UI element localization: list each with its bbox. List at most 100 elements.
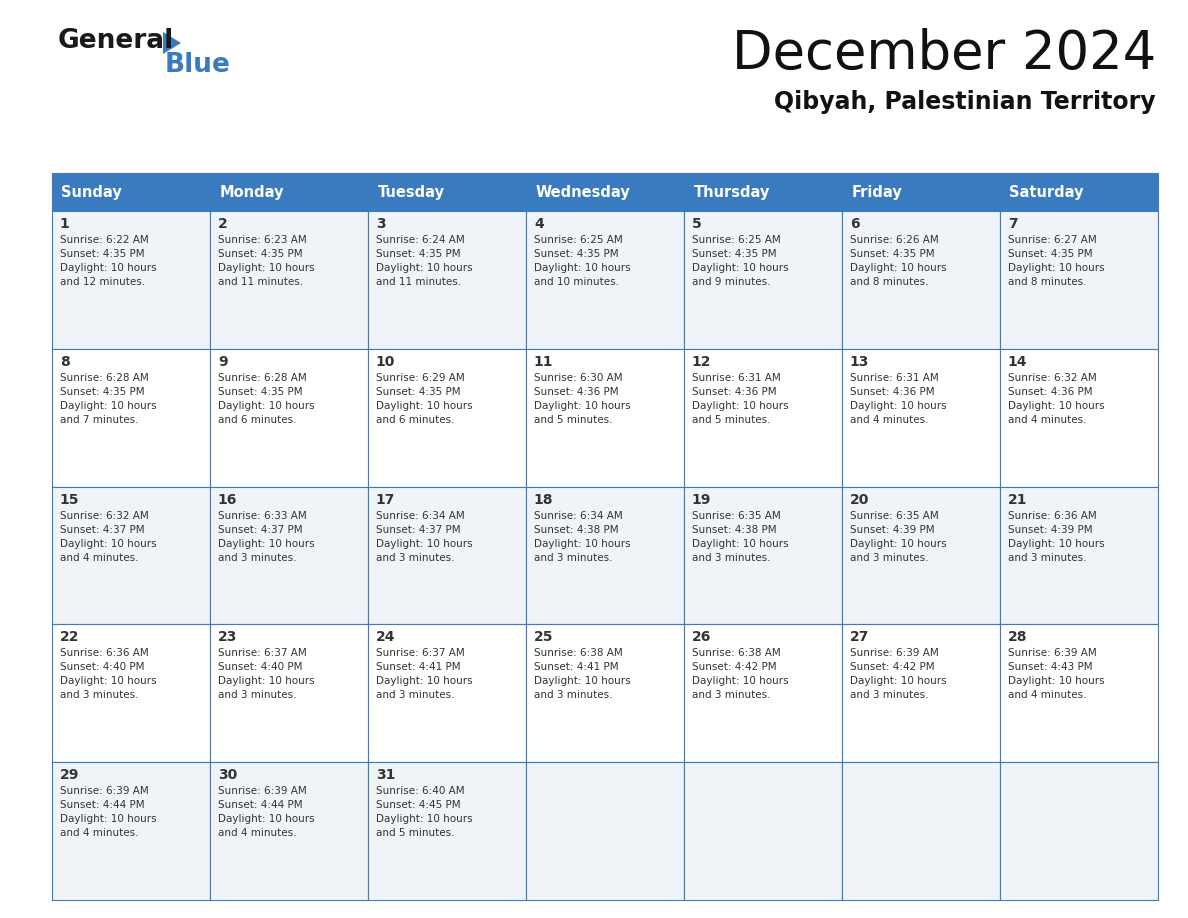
Text: Sunrise: 6:37 AM
Sunset: 4:41 PM
Daylight: 10 hours
and 3 minutes.: Sunrise: 6:37 AM Sunset: 4:41 PM Dayligh…: [375, 648, 473, 700]
Text: Sunrise: 6:36 AM
Sunset: 4:40 PM
Daylight: 10 hours
and 3 minutes.: Sunrise: 6:36 AM Sunset: 4:40 PM Dayligh…: [59, 648, 157, 700]
Text: Sunrise: 6:38 AM
Sunset: 4:42 PM
Daylight: 10 hours
and 3 minutes.: Sunrise: 6:38 AM Sunset: 4:42 PM Dayligh…: [691, 648, 789, 700]
Text: 14: 14: [1007, 354, 1028, 369]
Bar: [52, 211, 210, 349]
Bar: [1000, 624, 1158, 762]
Text: Sunrise: 6:31 AM
Sunset: 4:36 PM
Daylight: 10 hours
and 4 minutes.: Sunrise: 6:31 AM Sunset: 4:36 PM Dayligh…: [849, 373, 947, 425]
Bar: [1000, 211, 1158, 349]
Text: 12: 12: [691, 354, 712, 369]
Text: Blue: Blue: [165, 52, 230, 78]
Text: Sunrise: 6:32 AM
Sunset: 4:36 PM
Daylight: 10 hours
and 4 minutes.: Sunrise: 6:32 AM Sunset: 4:36 PM Dayligh…: [1007, 373, 1105, 425]
Text: 24: 24: [375, 631, 396, 644]
Bar: [1000, 762, 1158, 900]
Text: 26: 26: [691, 631, 712, 644]
Bar: [210, 487, 368, 624]
Bar: [842, 487, 1000, 624]
Text: 22: 22: [59, 631, 80, 644]
Bar: [842, 173, 1000, 211]
Bar: [684, 762, 842, 900]
Bar: [52, 762, 210, 900]
Bar: [684, 211, 842, 349]
Text: Sunrise: 6:35 AM
Sunset: 4:38 PM
Daylight: 10 hours
and 3 minutes.: Sunrise: 6:35 AM Sunset: 4:38 PM Dayligh…: [691, 510, 789, 563]
Text: Sunrise: 6:27 AM
Sunset: 4:35 PM
Daylight: 10 hours
and 8 minutes.: Sunrise: 6:27 AM Sunset: 4:35 PM Dayligh…: [1007, 235, 1105, 287]
Text: Sunrise: 6:31 AM
Sunset: 4:36 PM
Daylight: 10 hours
and 5 minutes.: Sunrise: 6:31 AM Sunset: 4:36 PM Dayligh…: [691, 373, 789, 425]
Text: 16: 16: [217, 493, 238, 507]
Text: General: General: [58, 28, 175, 54]
Text: 11: 11: [533, 354, 554, 369]
Bar: [368, 487, 526, 624]
Text: Sunrise: 6:28 AM
Sunset: 4:35 PM
Daylight: 10 hours
and 6 minutes.: Sunrise: 6:28 AM Sunset: 4:35 PM Dayligh…: [217, 373, 315, 425]
Text: Qibyah, Palestinian Territory: Qibyah, Palestinian Territory: [775, 90, 1156, 114]
Text: Sunrise: 6:25 AM
Sunset: 4:35 PM
Daylight: 10 hours
and 10 minutes.: Sunrise: 6:25 AM Sunset: 4:35 PM Dayligh…: [533, 235, 631, 287]
Text: 1: 1: [59, 217, 70, 231]
Text: Sunrise: 6:29 AM
Sunset: 4:35 PM
Daylight: 10 hours
and 6 minutes.: Sunrise: 6:29 AM Sunset: 4:35 PM Dayligh…: [375, 373, 473, 425]
Text: Sunday: Sunday: [62, 185, 122, 199]
Text: Thursday: Thursday: [694, 185, 770, 199]
Text: Sunrise: 6:25 AM
Sunset: 4:35 PM
Daylight: 10 hours
and 9 minutes.: Sunrise: 6:25 AM Sunset: 4:35 PM Dayligh…: [691, 235, 789, 287]
Text: 31: 31: [375, 768, 396, 782]
Bar: [842, 211, 1000, 349]
Text: 5: 5: [691, 217, 702, 231]
Text: Friday: Friday: [852, 185, 902, 199]
Text: Sunrise: 6:23 AM
Sunset: 4:35 PM
Daylight: 10 hours
and 11 minutes.: Sunrise: 6:23 AM Sunset: 4:35 PM Dayligh…: [217, 235, 315, 287]
Bar: [1000, 349, 1158, 487]
Bar: [368, 762, 526, 900]
Bar: [210, 349, 368, 487]
Text: Sunrise: 6:28 AM
Sunset: 4:35 PM
Daylight: 10 hours
and 7 minutes.: Sunrise: 6:28 AM Sunset: 4:35 PM Dayligh…: [59, 373, 157, 425]
Text: 7: 7: [1007, 217, 1018, 231]
Text: Wednesday: Wednesday: [536, 185, 630, 199]
Bar: [210, 173, 368, 211]
Bar: [368, 349, 526, 487]
Text: Sunrise: 6:36 AM
Sunset: 4:39 PM
Daylight: 10 hours
and 3 minutes.: Sunrise: 6:36 AM Sunset: 4:39 PM Dayligh…: [1007, 510, 1105, 563]
Text: Sunrise: 6:40 AM
Sunset: 4:45 PM
Daylight: 10 hours
and 5 minutes.: Sunrise: 6:40 AM Sunset: 4:45 PM Dayligh…: [375, 786, 473, 838]
Text: 21: 21: [1007, 493, 1028, 507]
Text: 9: 9: [217, 354, 228, 369]
Text: Sunrise: 6:32 AM
Sunset: 4:37 PM
Daylight: 10 hours
and 4 minutes.: Sunrise: 6:32 AM Sunset: 4:37 PM Dayligh…: [59, 510, 157, 563]
Text: Sunrise: 6:30 AM
Sunset: 4:36 PM
Daylight: 10 hours
and 5 minutes.: Sunrise: 6:30 AM Sunset: 4:36 PM Dayligh…: [533, 373, 631, 425]
Text: 19: 19: [691, 493, 712, 507]
Text: Sunrise: 6:39 AM
Sunset: 4:43 PM
Daylight: 10 hours
and 4 minutes.: Sunrise: 6:39 AM Sunset: 4:43 PM Dayligh…: [1007, 648, 1105, 700]
Polygon shape: [163, 32, 181, 54]
Text: Tuesday: Tuesday: [378, 185, 444, 199]
Bar: [842, 762, 1000, 900]
Text: 29: 29: [59, 768, 80, 782]
Bar: [526, 211, 684, 349]
Text: Sunrise: 6:33 AM
Sunset: 4:37 PM
Daylight: 10 hours
and 3 minutes.: Sunrise: 6:33 AM Sunset: 4:37 PM Dayligh…: [217, 510, 315, 563]
Text: Sunrise: 6:39 AM
Sunset: 4:44 PM
Daylight: 10 hours
and 4 minutes.: Sunrise: 6:39 AM Sunset: 4:44 PM Dayligh…: [59, 786, 157, 838]
Bar: [52, 487, 210, 624]
Text: 6: 6: [849, 217, 860, 231]
Text: 23: 23: [217, 631, 238, 644]
Bar: [526, 624, 684, 762]
Bar: [1000, 487, 1158, 624]
Text: Saturday: Saturday: [1010, 185, 1083, 199]
Bar: [210, 624, 368, 762]
Text: Sunrise: 6:24 AM
Sunset: 4:35 PM
Daylight: 10 hours
and 11 minutes.: Sunrise: 6:24 AM Sunset: 4:35 PM Dayligh…: [375, 235, 473, 287]
Bar: [52, 624, 210, 762]
Text: 2: 2: [217, 217, 228, 231]
Bar: [1000, 173, 1158, 211]
Text: Monday: Monday: [220, 185, 284, 199]
Bar: [368, 624, 526, 762]
Text: Sunrise: 6:22 AM
Sunset: 4:35 PM
Daylight: 10 hours
and 12 minutes.: Sunrise: 6:22 AM Sunset: 4:35 PM Dayligh…: [59, 235, 157, 287]
Bar: [526, 762, 684, 900]
Text: Sunrise: 6:39 AM
Sunset: 4:42 PM
Daylight: 10 hours
and 3 minutes.: Sunrise: 6:39 AM Sunset: 4:42 PM Dayligh…: [849, 648, 947, 700]
Text: Sunrise: 6:38 AM
Sunset: 4:41 PM
Daylight: 10 hours
and 3 minutes.: Sunrise: 6:38 AM Sunset: 4:41 PM Dayligh…: [533, 648, 631, 700]
Text: 18: 18: [533, 493, 554, 507]
Bar: [842, 624, 1000, 762]
Text: 17: 17: [375, 493, 396, 507]
Bar: [368, 173, 526, 211]
Text: 3: 3: [375, 217, 386, 231]
Text: 8: 8: [59, 354, 70, 369]
Text: Sunrise: 6:26 AM
Sunset: 4:35 PM
Daylight: 10 hours
and 8 minutes.: Sunrise: 6:26 AM Sunset: 4:35 PM Dayligh…: [849, 235, 947, 287]
Text: Sunrise: 6:34 AM
Sunset: 4:38 PM
Daylight: 10 hours
and 3 minutes.: Sunrise: 6:34 AM Sunset: 4:38 PM Dayligh…: [533, 510, 631, 563]
Text: 15: 15: [59, 493, 80, 507]
Bar: [842, 349, 1000, 487]
Text: 30: 30: [217, 768, 238, 782]
Text: 10: 10: [375, 354, 396, 369]
Text: 28: 28: [1007, 631, 1028, 644]
Text: 13: 13: [849, 354, 870, 369]
Bar: [526, 487, 684, 624]
Bar: [368, 211, 526, 349]
Text: 20: 20: [849, 493, 870, 507]
Text: Sunrise: 6:35 AM
Sunset: 4:39 PM
Daylight: 10 hours
and 3 minutes.: Sunrise: 6:35 AM Sunset: 4:39 PM Dayligh…: [849, 510, 947, 563]
Bar: [684, 173, 842, 211]
